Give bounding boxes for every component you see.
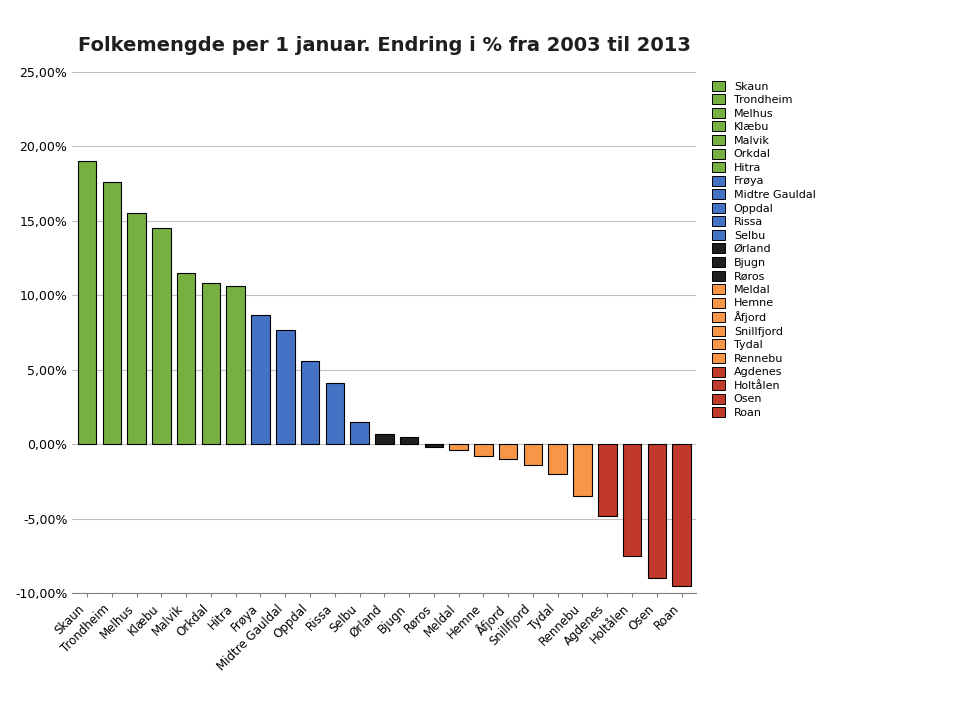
Bar (523, 444, 542, 465)
Bar (152, 228, 171, 444)
Bar (300, 361, 320, 444)
Bar (252, 314, 270, 444)
Bar (573, 444, 591, 496)
Bar (399, 437, 419, 444)
Bar (598, 444, 616, 516)
Bar (202, 284, 220, 444)
Bar (424, 444, 444, 447)
Bar (350, 422, 369, 444)
Bar (548, 444, 567, 474)
Bar (449, 444, 468, 450)
Bar (276, 330, 295, 444)
Legend: Skaun, Trondheim, Melhus, Klæbu, Malvik, Orkdal, Hitra, Frøya, Midtre Gauldal, O: Skaun, Trondheim, Melhus, Klæbu, Malvik,… (708, 77, 819, 421)
Bar (325, 383, 344, 444)
Bar (177, 273, 196, 444)
Bar (647, 444, 666, 578)
Bar (128, 213, 146, 444)
Bar (623, 444, 641, 556)
Bar (499, 444, 517, 459)
Bar (227, 286, 245, 444)
Bar (103, 182, 121, 444)
Bar (375, 434, 394, 444)
Bar (672, 444, 691, 586)
Bar (474, 444, 492, 456)
Bar (78, 161, 96, 444)
Title: Folkemengde per 1 januar. Endring i % fra 2003 til 2013: Folkemengde per 1 januar. Endring i % fr… (78, 36, 691, 55)
